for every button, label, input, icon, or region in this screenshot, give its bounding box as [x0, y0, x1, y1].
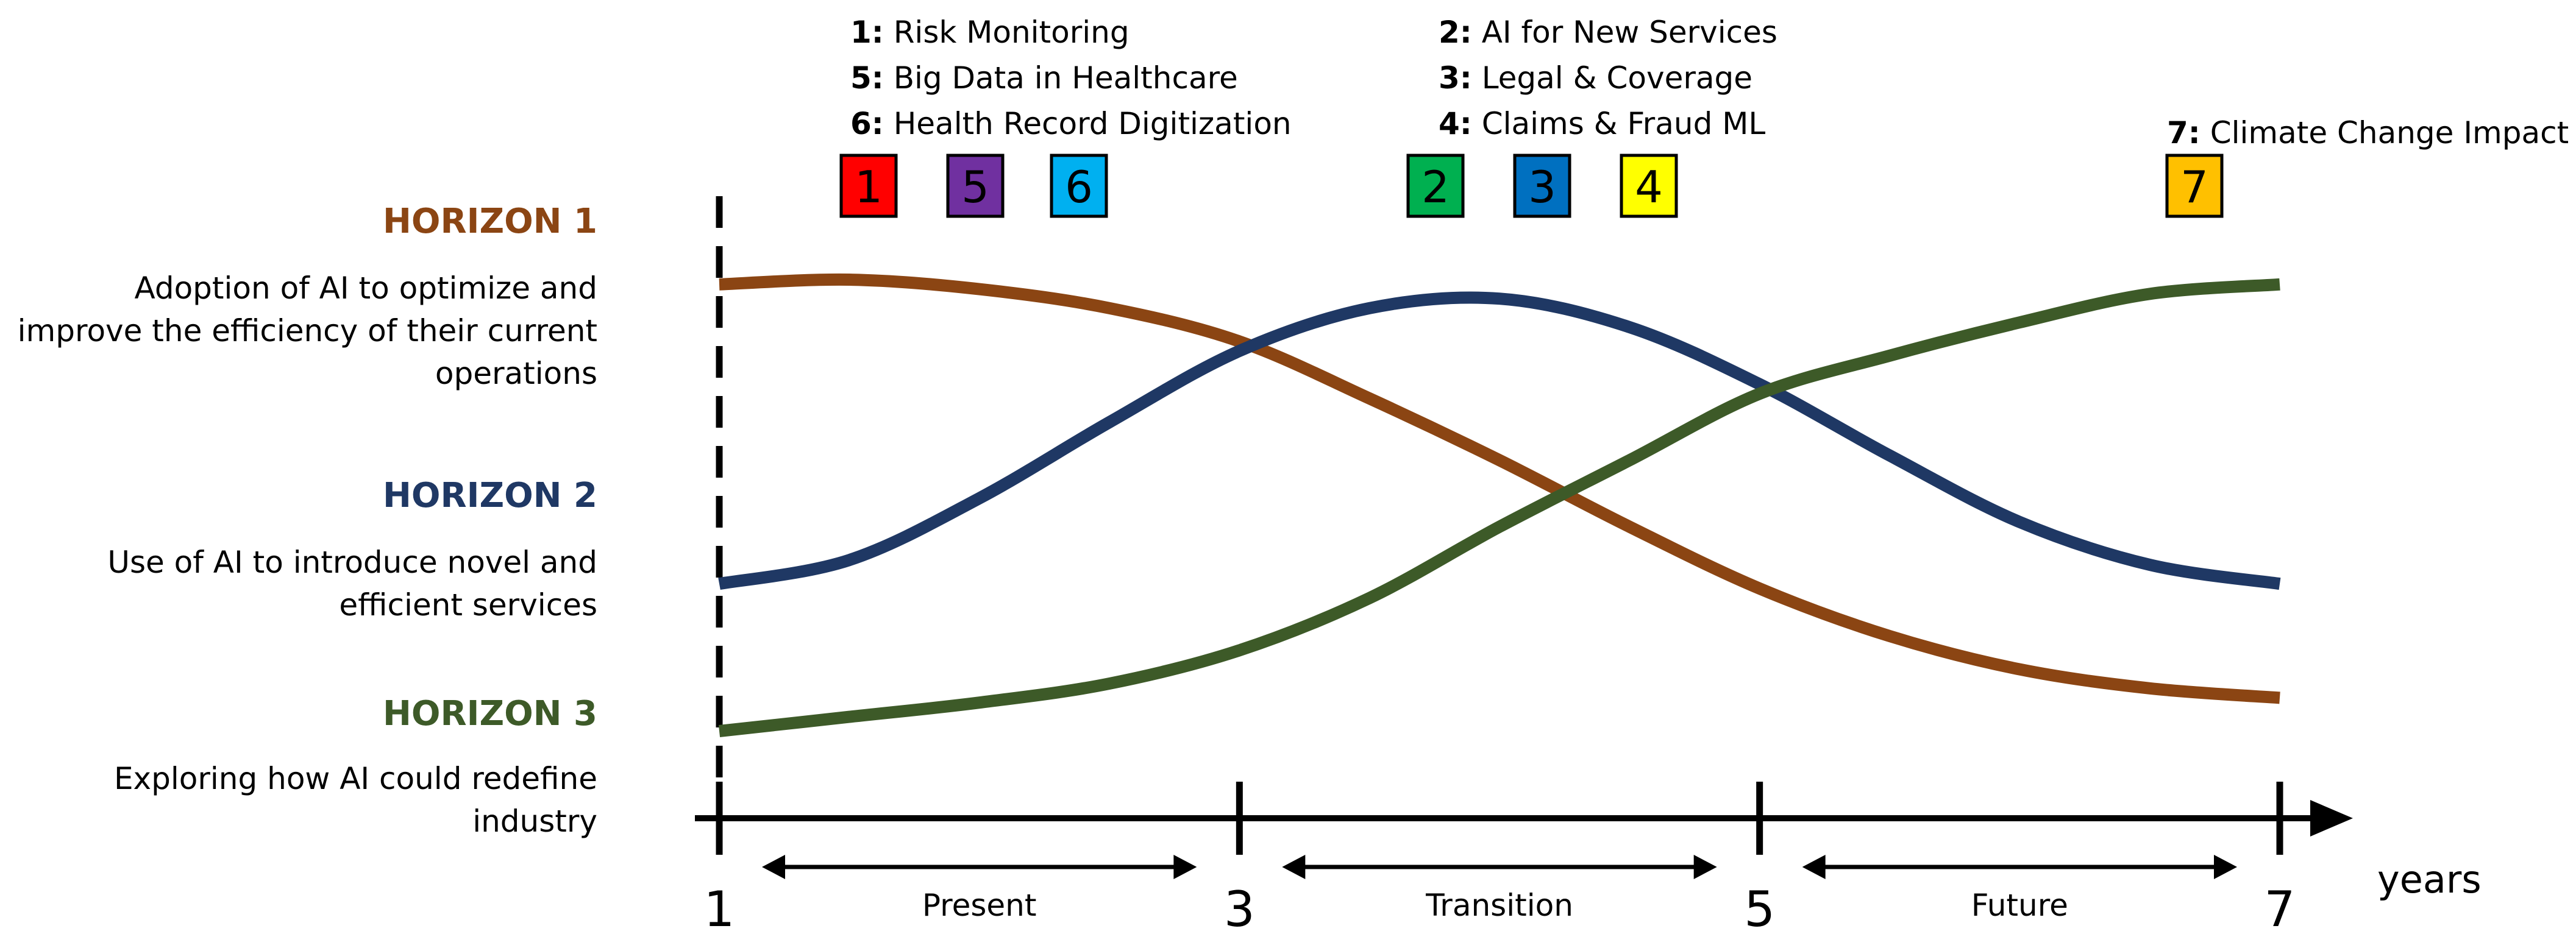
legend-number: 6:	[850, 106, 884, 141]
period-label: Future	[1971, 888, 2068, 923]
curves	[718, 273, 2281, 737]
horizon-2-title: HORIZON 2	[383, 476, 597, 515]
legend-number: 5:	[850, 60, 884, 96]
axis-arrowhead	[2310, 800, 2353, 837]
axis-tick-label-3: 3	[1224, 881, 1255, 938]
badge-7: 7	[2165, 154, 2224, 218]
badge-5: 5	[946, 154, 1005, 218]
legend-item-4: 4: Claims & Fraud ML	[1439, 106, 1765, 141]
horizon-1-desc-line-1: Adoption of AI to optimize and	[135, 271, 597, 306]
horizon-1-title: HORIZON 1	[383, 202, 597, 241]
badge-box	[2165, 154, 2224, 218]
legend-number: 3:	[1439, 60, 1472, 96]
legend-text: Health Record Digitization	[884, 106, 1292, 141]
timeline-axis: 1 3 5 7 Present Transition Future years	[695, 782, 2482, 938]
badge-4: 4	[1620, 154, 1678, 218]
axis-tick-label-7: 7	[2265, 881, 2296, 938]
badge-box	[946, 154, 1005, 218]
badge-label: 1	[855, 161, 883, 213]
badge-label: 3	[1528, 161, 1556, 213]
horizon-3-desc-line-2: industry	[472, 804, 597, 839]
axis-unit-label: years	[2377, 857, 2482, 902]
legend-item-1: 1: Risk Monitoring	[850, 15, 1130, 50]
badge-label: 7	[2180, 161, 2208, 213]
axis-tick-label-5: 5	[1744, 881, 1775, 938]
horizon-3-desc-line-1: Exploring how AI could redefine	[114, 761, 597, 796]
legend-number: 4:	[1439, 106, 1472, 141]
period-present: Present	[762, 855, 1197, 923]
legend-number: 2:	[1439, 15, 1472, 50]
period-future: Future	[1802, 855, 2237, 923]
period-arrow-right	[2214, 855, 2237, 879]
badge-box	[839, 154, 898, 218]
legend-item-5: 5: Big Data in Healthcare	[850, 60, 1238, 96]
axis-ticks: 1 3 5 7	[704, 782, 2296, 938]
curve-h1	[719, 273, 2280, 704]
period-label: Present	[922, 888, 1037, 923]
axis-tick-label-1: 1	[704, 881, 735, 938]
period-arrow-left	[1802, 855, 1826, 879]
horizon-1-desc-line-2: improve the efficiency of their current	[18, 313, 597, 348]
badge-box	[1513, 154, 1571, 218]
legend-text: Risk Monitoring	[884, 15, 1130, 50]
legend-item-3: 3: Legal & Coverage	[1439, 60, 1752, 96]
period-label: Transition	[1425, 888, 1573, 923]
legend-number: 1:	[850, 15, 884, 50]
badge-3: 3	[1513, 154, 1571, 218]
period-arrow-left	[762, 855, 785, 879]
legend-text: Claims & Fraud ML	[1472, 106, 1766, 141]
period-arrow-right	[1693, 855, 1717, 879]
legend-item-2: 2: AI for New Services	[1439, 15, 1777, 50]
badge-label: 5	[961, 161, 989, 213]
badge-label: 2	[1421, 161, 1450, 213]
legend-item-6: 6: Health Record Digitization	[850, 106, 1292, 141]
badge-label: 4	[1635, 161, 1663, 213]
badge-box	[1406, 154, 1465, 218]
legend-text: Climate Change Impact	[2201, 115, 2569, 150]
period-transition: Transition	[1282, 855, 1717, 923]
period-markers: Present Transition Future	[762, 855, 2237, 923]
horizon-labels: HORIZON 1 Adoption of AI to optimize and…	[18, 202, 597, 839]
horizon-1-desc-line-3: operations	[435, 356, 597, 391]
horizon-2-desc-line-2: efficient services	[339, 587, 597, 623]
legend-text: Big Data in Healthcare	[884, 60, 1238, 96]
horizon-3-title: HORIZON 3	[383, 694, 597, 734]
legend-item-7: 7: Climate Change Impact	[2167, 115, 2569, 150]
badges: 1 5 6 2 3 4 7	[839, 154, 2224, 218]
period-arrow-left	[1282, 855, 1306, 879]
legend-text: Legal & Coverage	[1472, 60, 1752, 96]
legend-text: AI for New Services	[1472, 15, 1777, 50]
badge-box	[1050, 154, 1108, 218]
badge-label: 6	[1065, 161, 1093, 213]
curve-h2	[718, 291, 2281, 590]
legend-number: 7:	[2167, 115, 2201, 150]
horizon-2-desc-line-1: Use of AI to introduce novel and	[107, 545, 597, 580]
badge-1: 1	[839, 154, 898, 218]
period-arrow-right	[1173, 855, 1197, 879]
badge-6: 6	[1050, 154, 1108, 218]
curve-h3	[718, 278, 2280, 737]
badge-box	[1620, 154, 1678, 218]
badge-2: 2	[1406, 154, 1465, 218]
